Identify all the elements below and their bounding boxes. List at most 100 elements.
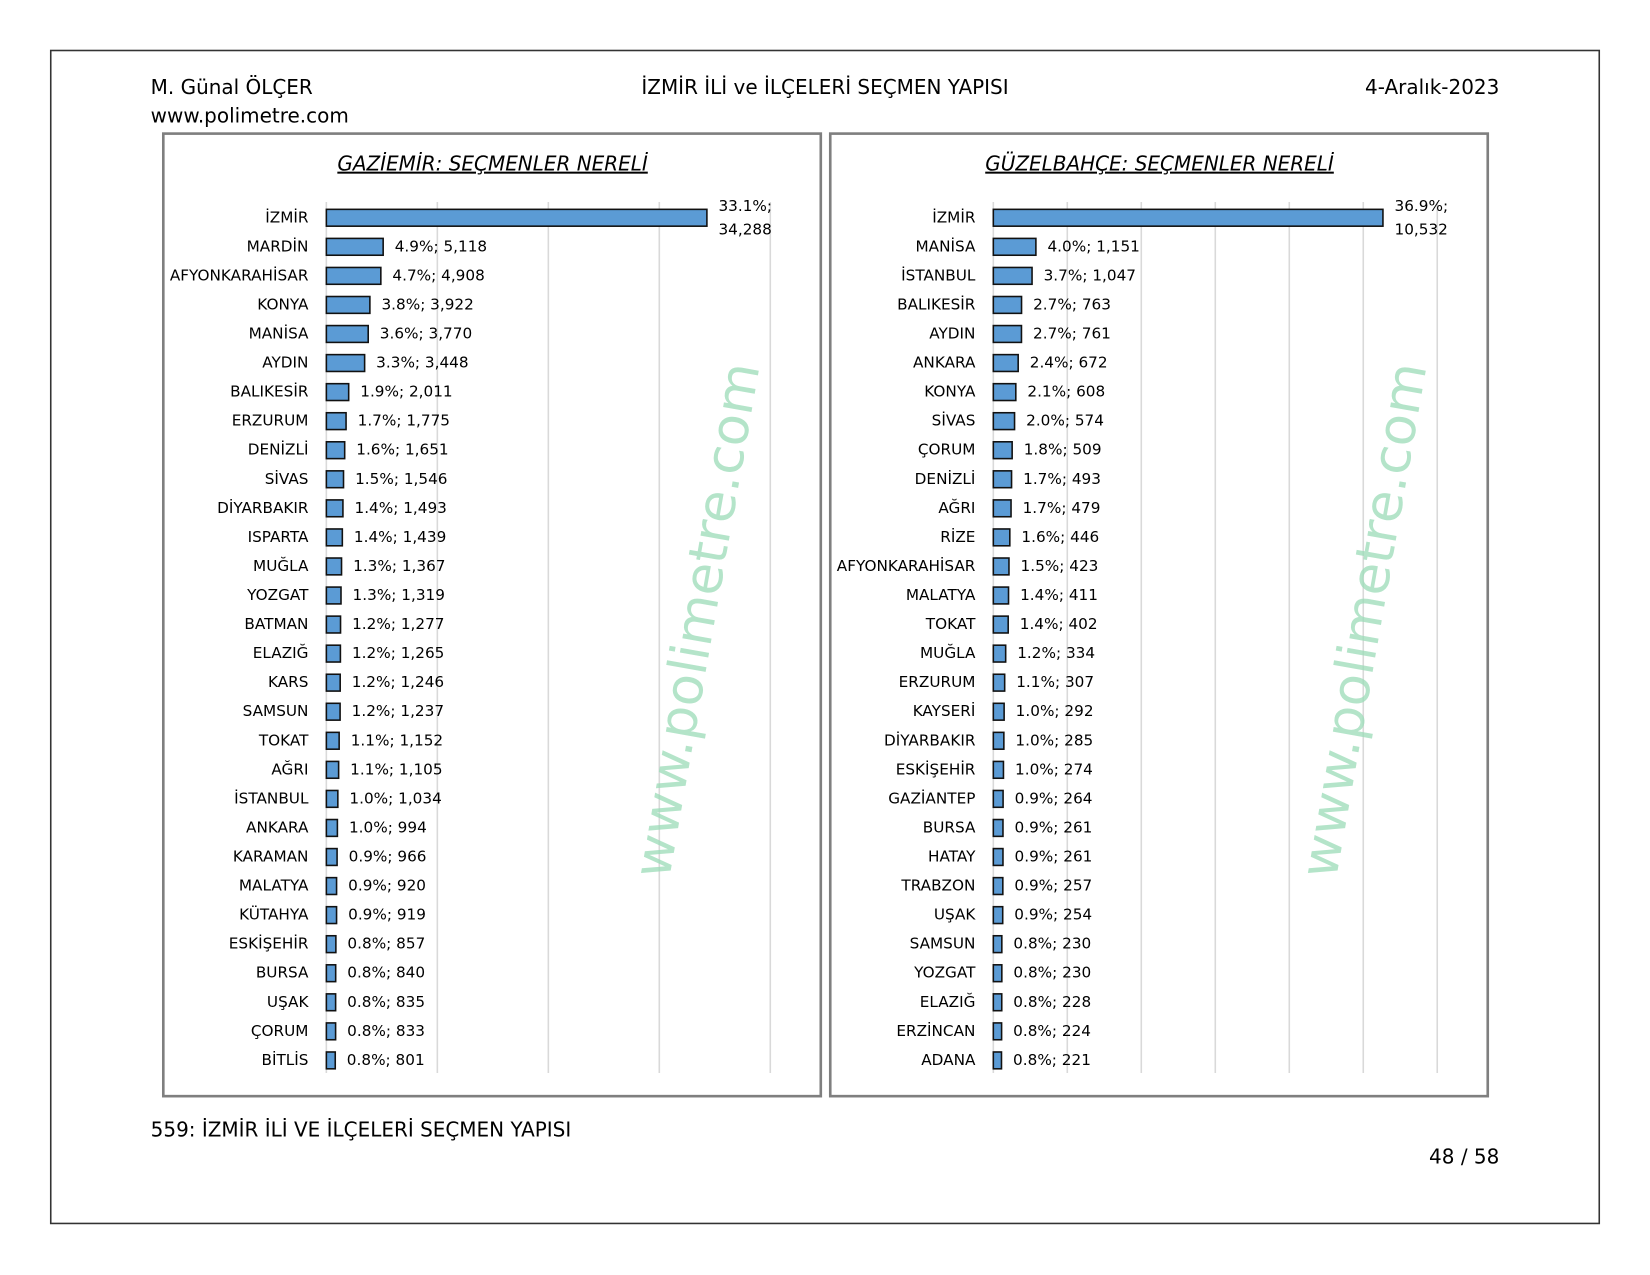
- bar: [992, 905, 1004, 925]
- value-label: 1.1%; 1,152: [351, 731, 443, 749]
- bar: [325, 557, 343, 576]
- value-label: 1.7%; 493: [1023, 470, 1101, 488]
- value-label: 2.7%; 761: [1033, 324, 1111, 342]
- bar: [992, 644, 1007, 663]
- bar: [325, 964, 337, 983]
- bar: [325, 353, 366, 373]
- category-label: MUĞLA: [920, 643, 976, 662]
- bar: [992, 818, 1004, 838]
- value-label: 0.8%; 221: [1013, 1051, 1091, 1069]
- value-label: 1.9%; 2,011: [360, 383, 452, 401]
- value-label: 0.8%; 801: [347, 1051, 425, 1069]
- category-label: BALIKESİR: [897, 294, 976, 313]
- value-label: 1.0%; 292: [1016, 702, 1094, 720]
- value-label-line: 10,532: [1395, 220, 1448, 238]
- value-label: 0.9%; 919: [348, 906, 426, 924]
- bar: [992, 411, 1016, 431]
- bar: [325, 411, 347, 431]
- value-label-line: 33.1%;: [718, 197, 772, 215]
- category-label: MARDİN: [247, 236, 309, 255]
- bar: [325, 702, 341, 721]
- bar: [992, 470, 1013, 489]
- value-label: 33.1%; 34,288: [718, 197, 772, 238]
- category-label: BATMAN: [244, 615, 308, 633]
- page-border: [49, 49, 1601, 1225]
- bar: [325, 441, 346, 460]
- value-label: 1.2%; 1,246: [352, 673, 444, 691]
- category-label: ÇORUM: [918, 441, 976, 459]
- category-label: ESKİŞEHİR: [896, 759, 976, 778]
- category-label: ANKARA: [246, 818, 309, 836]
- value-label: 2.0%; 574: [1026, 412, 1104, 430]
- bar: [325, 382, 350, 402]
- bar: [325, 528, 344, 547]
- category-label: TOKAT: [258, 731, 309, 749]
- value-label: 1.0%; 994: [349, 818, 427, 836]
- value-label: 0.8%; 224: [1013, 1022, 1091, 1040]
- value-label: 1.2%; 334: [1017, 644, 1095, 662]
- bar: [992, 557, 1010, 576]
- value-label: 1.7%; 1,775: [358, 412, 450, 430]
- bar: [992, 1051, 1003, 1070]
- value-label: 1.4%; 1,439: [354, 528, 446, 546]
- value-label: 0.8%; 833: [347, 1022, 425, 1040]
- bar: [992, 499, 1012, 518]
- category-label: ELAZIĞ: [920, 992, 976, 1011]
- bar: [992, 993, 1003, 1012]
- bar: [992, 237, 1037, 257]
- category-label: MANİSA: [249, 323, 309, 342]
- caption: 559: İZMİR İLİ VE İLÇELERİ SEÇMEN YAPISI: [151, 1117, 572, 1141]
- category-label: KÜTAHYA: [239, 905, 309, 924]
- bar: [992, 266, 1033, 286]
- category-label: TOKAT: [925, 615, 976, 633]
- bar: [992, 876, 1004, 896]
- category-label: MALATYA: [906, 586, 976, 604]
- value-label: 0.8%; 230: [1013, 935, 1091, 953]
- value-label: 1.4%; 411: [1020, 586, 1098, 604]
- value-label: 1.3%; 1,319: [353, 586, 445, 604]
- bar: [992, 353, 1019, 373]
- value-label-line: 36.9%;: [1395, 197, 1449, 215]
- category-label: DİYARBAKIR: [217, 498, 309, 517]
- chart-frame: [161, 132, 823, 1098]
- bar: [992, 295, 1023, 315]
- category-label: MANİSA: [916, 236, 976, 255]
- bar: [992, 702, 1005, 721]
- category-label: DENİZLİ: [915, 469, 976, 488]
- value-label: 0.8%; 835: [347, 993, 425, 1011]
- value-label: 2.1%; 608: [1027, 383, 1105, 401]
- category-label: GAZİANTEP: [888, 788, 975, 807]
- bar: [992, 847, 1004, 867]
- category-label: ERZURUM: [232, 412, 309, 430]
- value-label: 0.9%; 264: [1015, 789, 1093, 807]
- bar: [325, 818, 339, 838]
- value-label: 0.9%; 261: [1015, 848, 1093, 866]
- value-label: 3.3%; 3,448: [376, 354, 468, 372]
- category-label: AFYONKARAHİSAR: [170, 265, 309, 284]
- category-label: İZMİR: [932, 207, 976, 226]
- value-label: 0.8%; 857: [347, 935, 425, 953]
- value-label: 2.4%; 672: [1030, 354, 1108, 372]
- bar: [992, 731, 1005, 750]
- value-label: 1.7%; 479: [1023, 499, 1101, 517]
- category-label: ELAZIĞ: [253, 643, 309, 662]
- bar: [325, 905, 338, 925]
- bar: [325, 1051, 337, 1070]
- value-label: 1.5%; 423: [1021, 557, 1099, 575]
- category-label: YOZGAT: [913, 964, 976, 982]
- bar: [325, 324, 369, 344]
- category-label: UŞAK: [267, 993, 310, 1011]
- value-label: 1.1%; 1,105: [350, 760, 442, 778]
- value-label: 3.8%; 3,922: [381, 295, 473, 313]
- bar: [992, 441, 1013, 460]
- bar: [992, 760, 1005, 780]
- category-label: ERZİNCAN: [896, 1021, 975, 1040]
- category-label: ÇORUM: [251, 1022, 309, 1040]
- category-label: KARAMAN: [233, 848, 309, 866]
- category-label: UŞAK: [934, 906, 977, 924]
- category-label: SİVAS: [265, 469, 309, 488]
- website: www.polimetre.com: [151, 103, 349, 127]
- value-label: 1.8%; 509: [1024, 441, 1102, 459]
- bar: [325, 644, 342, 663]
- value-label: 0.8%; 230: [1013, 964, 1091, 982]
